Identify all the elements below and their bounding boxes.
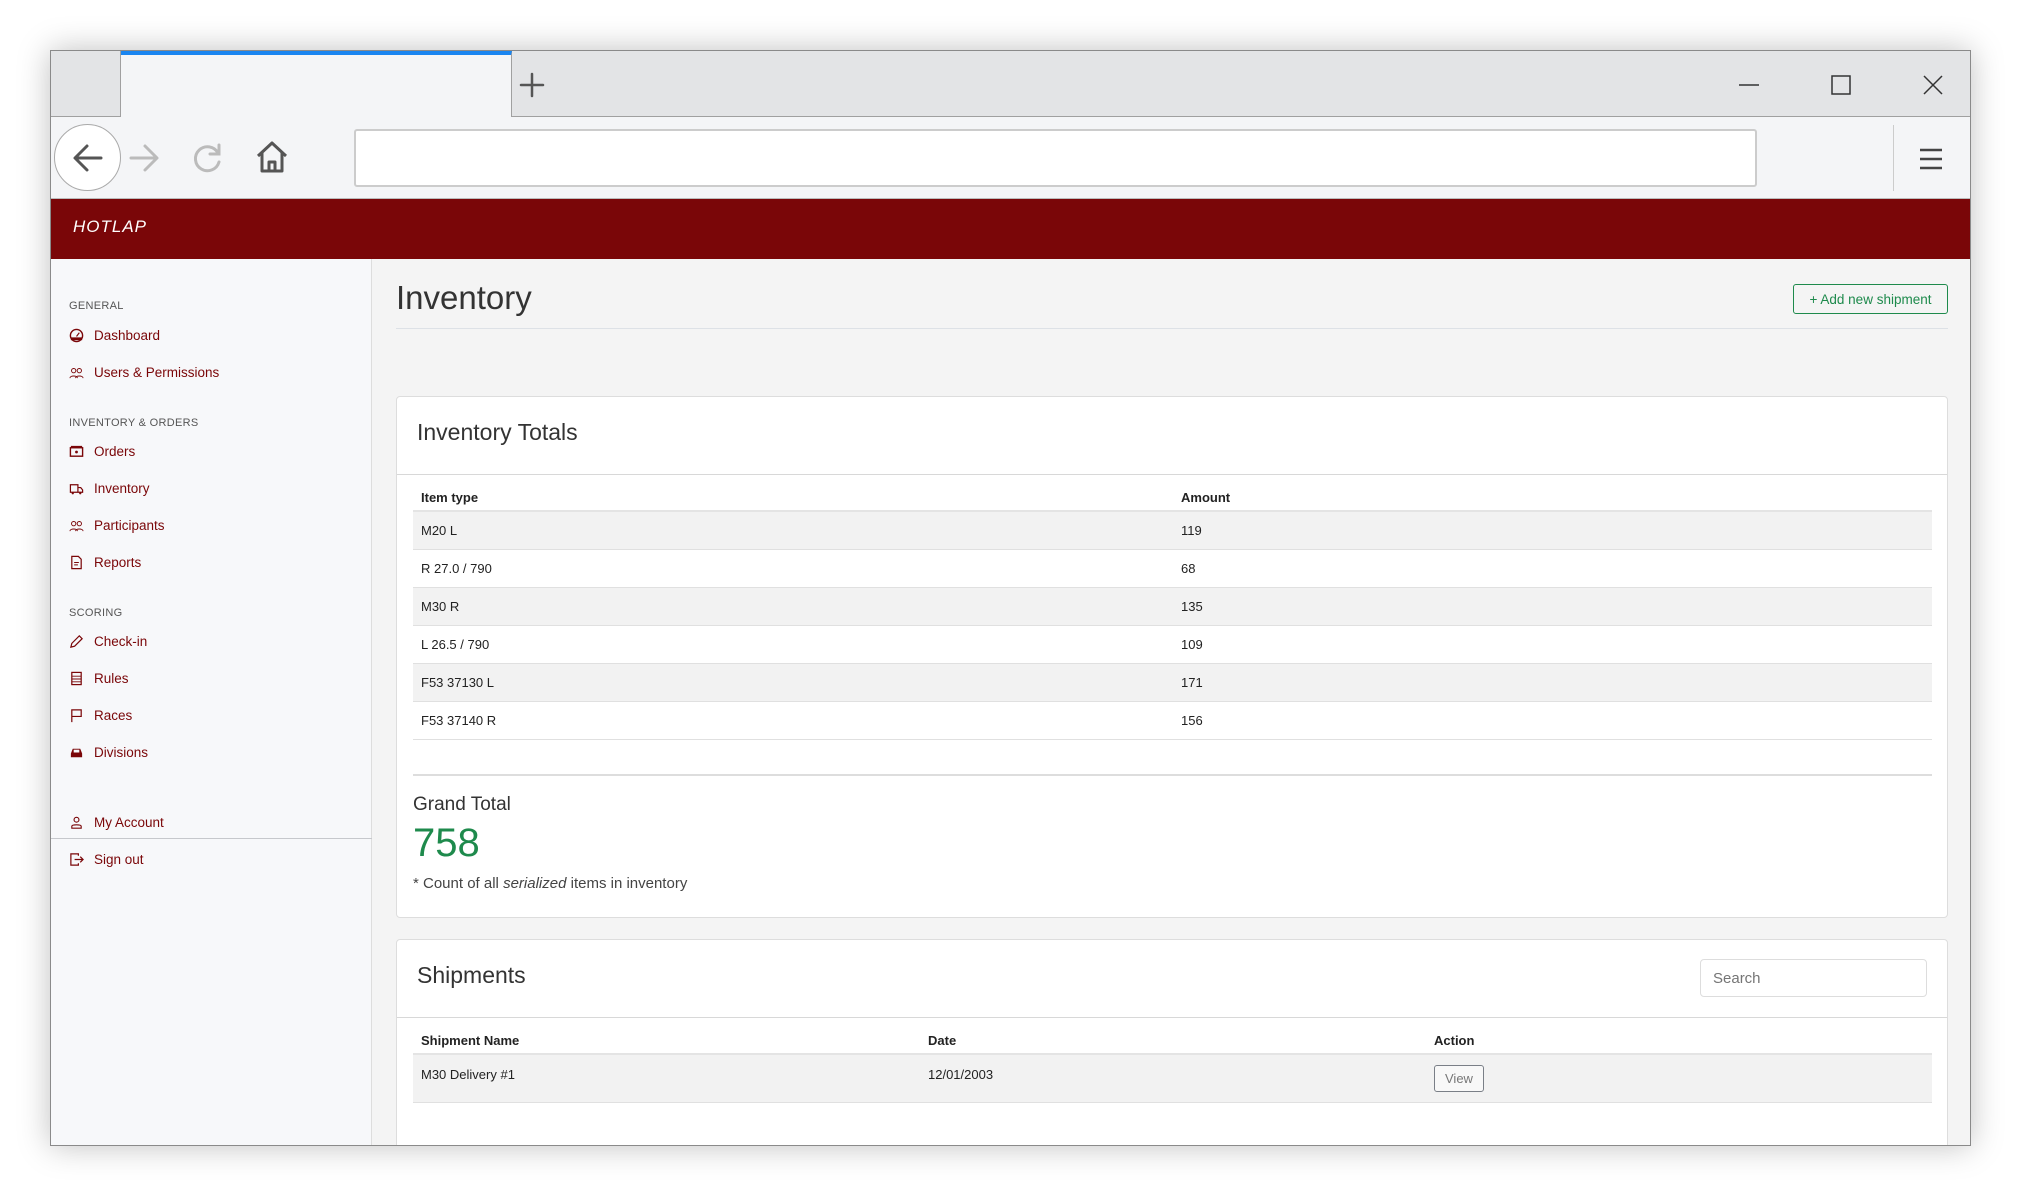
col-amount: Amount bbox=[1173, 475, 1932, 512]
grand-total-note: * Count of all serialized items in inven… bbox=[413, 875, 688, 892]
item-type-cell: M30 R bbox=[413, 587, 1173, 626]
tab-active[interactable] bbox=[121, 51, 512, 118]
table-row: R 27.0 / 790 68 bbox=[413, 549, 1932, 588]
tab-inactive[interactable] bbox=[51, 51, 121, 117]
table-row: F53 37130 L 171 bbox=[413, 663, 1932, 702]
item-type-cell: M20 L bbox=[413, 511, 1173, 550]
sidebar-item-divisions[interactable]: Divisions bbox=[69, 745, 148, 760]
sidebar-item-my-account[interactable]: My Account bbox=[69, 815, 164, 830]
sidebar-item-reports[interactable]: Reports bbox=[69, 555, 141, 570]
browser-window: HOTLAP GENERAL Dashboard Users & Permiss… bbox=[50, 50, 1971, 1146]
amount-cell: 135 bbox=[1173, 587, 1932, 626]
table-row: L 26.5 / 790 109 bbox=[413, 625, 1932, 664]
sidebar-divider bbox=[51, 838, 372, 839]
col-date: Date bbox=[920, 1018, 1426, 1055]
table-row: M30 Delivery #1 12/01/2003 View bbox=[413, 1054, 1932, 1103]
rules-icon bbox=[71, 671, 82, 686]
add-new-shipment-button[interactable]: + Add new shipment bbox=[1793, 284, 1948, 314]
table-row: M20 L 119 bbox=[413, 511, 1932, 550]
sidebar-item-participants[interactable]: Participants bbox=[69, 518, 165, 533]
grand-total-label: Grand Total bbox=[413, 794, 511, 815]
grand-total-value: 758 bbox=[413, 821, 480, 865]
sidebar-item-orders[interactable]: Orders bbox=[69, 444, 135, 459]
home-icon[interactable] bbox=[254, 139, 290, 175]
section-scoring: SCORING bbox=[69, 607, 123, 619]
hotlap-logo[interactable]: HOTLAP bbox=[73, 217, 148, 236]
orders-icon bbox=[69, 445, 84, 457]
col-item-type: Item type bbox=[413, 475, 1173, 512]
plus-icon[interactable] bbox=[512, 65, 552, 105]
page-title: Inventory bbox=[396, 279, 532, 316]
sign-out-icon bbox=[70, 853, 84, 866]
amount-cell: 109 bbox=[1173, 625, 1932, 664]
view-button[interactable]: View bbox=[1434, 1064, 1484, 1092]
close-icon[interactable] bbox=[1913, 65, 1953, 105]
item-type-cell: L 26.5 / 790 bbox=[413, 625, 1173, 664]
section-inventory-orders: INVENTORY & ORDERS bbox=[69, 417, 199, 429]
users-icon bbox=[69, 521, 84, 532]
back-icon[interactable] bbox=[54, 124, 121, 191]
truck-icon bbox=[69, 484, 84, 495]
sidebar-item-sign-out[interactable]: Sign out bbox=[69, 852, 144, 867]
table-row: F53 37140 R 156 bbox=[413, 701, 1932, 740]
section-general: GENERAL bbox=[69, 300, 124, 312]
report-icon bbox=[71, 555, 82, 570]
browser-toolbar bbox=[51, 117, 1970, 199]
inventory-totals-card: Inventory Totals Item type Amount M20 L 11… bbox=[396, 396, 1948, 918]
amount-cell: 68 bbox=[1173, 549, 1932, 588]
app-header: HOTLAP bbox=[51, 199, 1970, 259]
amount-cell: 156 bbox=[1173, 701, 1932, 740]
col-action: Action bbox=[1426, 1018, 1932, 1055]
minimize-icon[interactable] bbox=[1729, 65, 1769, 105]
car-icon bbox=[70, 748, 83, 758]
search-input[interactable] bbox=[1700, 959, 1927, 997]
col-shipment-name: Shipment Name bbox=[413, 1018, 920, 1055]
shipments-table: Shipment Name Date Action M30 Delivery #1 … bbox=[413, 1018, 1932, 1103]
flag-icon bbox=[71, 709, 82, 723]
reload-icon[interactable] bbox=[191, 141, 225, 175]
main-content: Inventory + Add new shipment Inventory T… bbox=[372, 259, 1970, 1145]
table-row: M30 R 135 bbox=[413, 587, 1932, 626]
item-type-cell: F53 37130 L bbox=[413, 663, 1173, 702]
sidebar-item-users[interactable]: Users & Permissions bbox=[69, 365, 219, 380]
forward-icon[interactable] bbox=[127, 141, 161, 175]
sidebar-item-check-in[interactable]: Check-in bbox=[69, 634, 147, 649]
menu-icon[interactable] bbox=[1911, 139, 1951, 179]
card-title: Inventory Totals bbox=[417, 419, 578, 445]
tab-strip bbox=[51, 51, 1970, 118]
sidebar-item-races[interactable]: Races bbox=[69, 708, 132, 723]
user-icon bbox=[71, 816, 82, 829]
sidebar: GENERAL Dashboard Users & Permissions IN… bbox=[51, 259, 372, 1145]
item-type-cell: R 27.0 / 790 bbox=[413, 549, 1173, 588]
maximize-icon[interactable] bbox=[1821, 65, 1861, 105]
address-bar[interactable] bbox=[354, 129, 1757, 187]
sidebar-item-inventory[interactable]: Inventory bbox=[69, 481, 150, 496]
card-title: Shipments bbox=[417, 962, 526, 988]
title-divider bbox=[396, 328, 1948, 329]
sidebar-item-rules[interactable]: Rules bbox=[69, 671, 129, 686]
inventory-table: Item type Amount M20 L 119 R 27.0 / 790 68 M3… bbox=[413, 475, 1932, 740]
item-type-cell: F53 37140 R bbox=[413, 701, 1173, 740]
users-icon bbox=[69, 368, 84, 379]
pencil-icon bbox=[70, 635, 83, 648]
amount-cell: 171 bbox=[1173, 663, 1932, 702]
amount-cell: 119 bbox=[1173, 511, 1932, 550]
sidebar-item-dashboard[interactable]: Dashboard bbox=[69, 328, 160, 343]
dashboard-icon bbox=[69, 328, 84, 343]
